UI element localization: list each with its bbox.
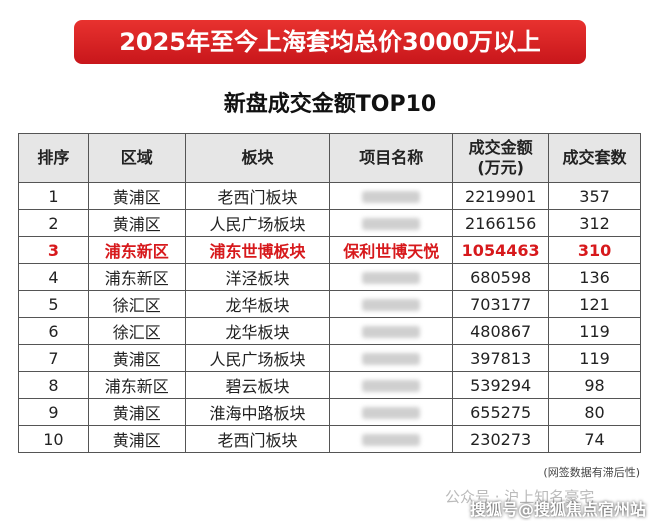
cell: 浦东新区 — [87, 236, 186, 264]
cell: 312 — [548, 209, 641, 237]
blurred-name — [362, 299, 421, 311]
cell: 1 — [18, 182, 89, 210]
header-cell: 板块 — [184, 133, 331, 183]
header-cell: 排序 — [18, 133, 89, 183]
title: 新盘成交金额TOP10 — [223, 92, 437, 117]
header-cell: 成交金额 (万元) — [452, 133, 550, 183]
cell: 539294 — [452, 371, 550, 399]
table-row: 4 浦东新区 洋泾板块 680598 136 — [18, 263, 641, 291]
table-row: 2 黄浦区 人民广场板块 2166156 312 — [18, 209, 641, 237]
table: 排序 区域 板块 项目名称 成交金额 (万元) 成交套数 1 黄浦区 老西门板块 2219901… — [18, 133, 641, 453]
cell: 龙华板块 — [184, 317, 331, 345]
cell: 2 — [18, 209, 89, 237]
cell: 680598 — [452, 263, 550, 291]
cell: 淮海中路板块 — [184, 398, 331, 426]
blurred-name — [362, 407, 421, 419]
cell: 黄浦区 — [87, 425, 186, 453]
watermark: 公众号 · 沪上知名豪宅 — [445, 488, 595, 506]
header-cell: 项目名称 — [329, 133, 454, 183]
note: (网签数据有滞后性) — [543, 466, 640, 479]
cell — [329, 182, 454, 210]
table-row: 7 黄浦区 人民广场板块 397813 119 — [18, 344, 641, 372]
cell: 310 — [548, 236, 641, 264]
cell: 黄浦区 — [87, 398, 186, 426]
cell: 230273 — [452, 425, 550, 453]
cell: 10 — [18, 425, 89, 453]
blurred-name — [362, 353, 421, 365]
cell — [329, 290, 454, 318]
cell — [329, 344, 454, 372]
cell: 121 — [548, 290, 641, 318]
cell: 2219901 — [452, 182, 550, 210]
cell: 龙华板块 — [184, 290, 331, 318]
cell: 黄浦区 — [87, 209, 186, 237]
cell — [329, 425, 454, 453]
table-row: 10 黄浦区 老西门板块 230273 74 — [18, 425, 641, 453]
cell: 397813 — [452, 344, 550, 372]
cell: 703177 — [452, 290, 550, 318]
cell: 黄浦区 — [87, 344, 186, 372]
cell: 徐汇区 — [87, 290, 186, 318]
cell: 119 — [548, 344, 641, 372]
cell: 136 — [548, 263, 641, 291]
cell — [329, 209, 454, 237]
cell — [329, 317, 454, 345]
cell: 老西门板块 — [184, 425, 331, 453]
watermark: 搜狐号@搜狐焦点宿州站 — [470, 500, 647, 519]
cell: 人民广场板块 — [184, 209, 331, 237]
cell — [329, 398, 454, 426]
header-cell: 区域 — [87, 133, 186, 183]
cell: 480867 — [452, 317, 550, 345]
cell: 黄浦区 — [87, 182, 186, 210]
cell: 5 — [18, 290, 89, 318]
cell: 7 — [18, 344, 89, 372]
blurred-name — [362, 218, 421, 230]
table-row: 8 浦东新区 碧云板块 539294 98 — [18, 371, 641, 399]
cell: 9 — [18, 398, 89, 426]
cell: 2166156 — [452, 209, 550, 237]
blurred-name — [362, 326, 421, 338]
cell — [329, 263, 454, 291]
cell: 浦东新区 — [87, 263, 186, 291]
cell: 碧云板块 — [184, 371, 331, 399]
cell: 655275 — [452, 398, 550, 426]
cell: 1054463 — [452, 236, 550, 264]
cell: 徐汇区 — [87, 317, 186, 345]
cell: 357 — [548, 182, 641, 210]
cell — [329, 371, 454, 399]
cell: 3 — [18, 236, 89, 264]
cell: 80 — [548, 398, 641, 426]
cell: 4 — [18, 263, 89, 291]
banner: 2025年至今上海套均总价3000万以上 — [74, 20, 586, 64]
table-row: 3 浦东新区 浦东世博板块 保利世博天悦 1054463 310 — [18, 236, 641, 264]
table-row: 9 黄浦区 淮海中路板块 655275 80 — [18, 398, 641, 426]
cell: 98 — [548, 371, 641, 399]
cell: 浦东世博板块 — [184, 236, 331, 264]
header-cell: 成交套数 — [548, 133, 641, 183]
table-row: 5 徐汇区 龙华板块 703177 121 — [18, 290, 641, 318]
blurred-name — [362, 434, 421, 446]
cell: 洋泾板块 — [184, 263, 331, 291]
cell: 8 — [18, 371, 89, 399]
blurred-name — [362, 272, 421, 284]
header-row: 排序 区域 板块 项目名称 成交金额 (万元) 成交套数 — [18, 133, 641, 183]
table-row: 6 徐汇区 龙华板块 480867 119 — [18, 317, 641, 345]
blurred-name — [362, 191, 421, 203]
cell: 6 — [18, 317, 89, 345]
cell: 74 — [548, 425, 641, 453]
table-row: 1 黄浦区 老西门板块 2219901 357 — [18, 182, 641, 210]
cell: 人民广场板块 — [184, 344, 331, 372]
cell: 老西门板块 — [184, 182, 331, 210]
blurred-name — [362, 380, 421, 392]
cell: 保利世博天悦 — [329, 236, 454, 264]
cell: 119 — [548, 317, 641, 345]
cell: 浦东新区 — [87, 371, 186, 399]
